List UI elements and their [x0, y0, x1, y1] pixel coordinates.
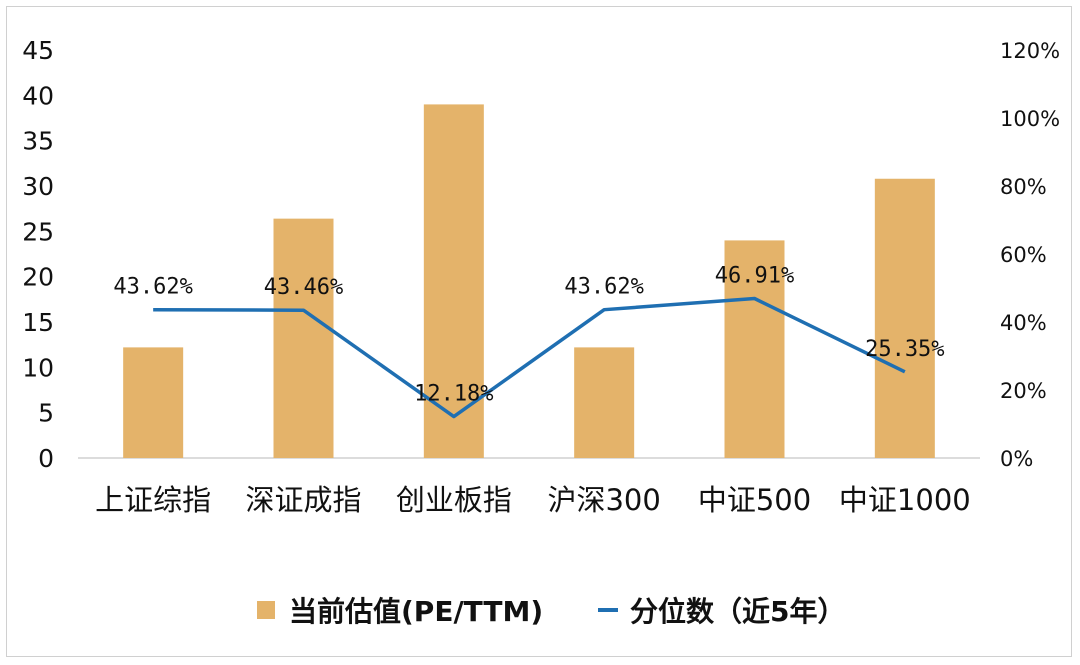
y-left-tick-label: 30: [22, 172, 54, 201]
data-label: 43.46%: [264, 275, 343, 300]
y-axis-right: 0% 20% 40% 60% 80% 100% 120%: [1000, 39, 1060, 471]
data-label: 43.62%: [564, 275, 643, 300]
y-left-tick-label: 40: [22, 81, 54, 110]
y-axis-left: 0 5 10 15 20 25 30 35 40 45: [22, 36, 54, 473]
y-left-tick-label: 10: [22, 353, 54, 382]
y-left-tick-label: 25: [22, 217, 54, 246]
y-left-tick-label: 20: [22, 263, 54, 292]
percentile-line: [153, 296, 906, 419]
x-tick-label: 深证成指: [245, 483, 361, 517]
bar: [123, 347, 184, 458]
y-left-tick-label: 35: [22, 127, 54, 156]
y-right-tick-label: 80%: [1000, 175, 1047, 199]
x-tick-label: 上证综指: [95, 483, 211, 517]
legend: 当前估值(PE/TTM) 分位数（近5年）: [257, 595, 845, 628]
x-tick-label: 中证1000: [839, 483, 971, 517]
legend-bar-swatch: [257, 601, 275, 619]
data-label: 43.62%: [113, 275, 192, 300]
bar: [874, 178, 935, 458]
x-tick-label: 沪深300: [547, 483, 660, 517]
y-left-tick-label: 45: [22, 36, 54, 65]
legend-bar-label: 当前估值(PE/TTM): [289, 595, 543, 628]
legend-line-label: 分位数（近5年）: [630, 595, 845, 628]
x-tick-label: 中证500: [698, 483, 811, 517]
y-left-tick-label: 15: [22, 308, 54, 337]
bar-series: [123, 104, 935, 459]
y-left-tick-label: 5: [38, 399, 54, 428]
x-axis-categories: 上证综指 深证成指 创业板指 沪深300 中证500 中证1000: [95, 483, 971, 517]
bar: [724, 240, 785, 458]
bar: [574, 347, 635, 458]
y-right-tick-label: 120%: [1000, 39, 1060, 63]
y-right-tick-label: 0%: [1000, 447, 1033, 471]
data-labels: 43.62% 43.46% 12.18% 43.62% 46.91% 25.35%: [113, 264, 944, 407]
bar: [273, 218, 334, 458]
y-right-tick-label: 20%: [1000, 379, 1047, 403]
x-tick-label: 创业板指: [396, 483, 512, 517]
data-label: 25.35%: [865, 337, 944, 362]
y-right-tick-label: 100%: [1000, 107, 1060, 131]
data-label: 12.18%: [414, 382, 493, 407]
data-label: 46.91%: [715, 264, 794, 289]
line-series: [153, 296, 906, 419]
y-right-tick-label: 40%: [1000, 311, 1047, 335]
y-right-tick-label: 60%: [1000, 243, 1047, 267]
bar: [423, 104, 484, 459]
y-left-tick-label: 0: [38, 444, 54, 473]
